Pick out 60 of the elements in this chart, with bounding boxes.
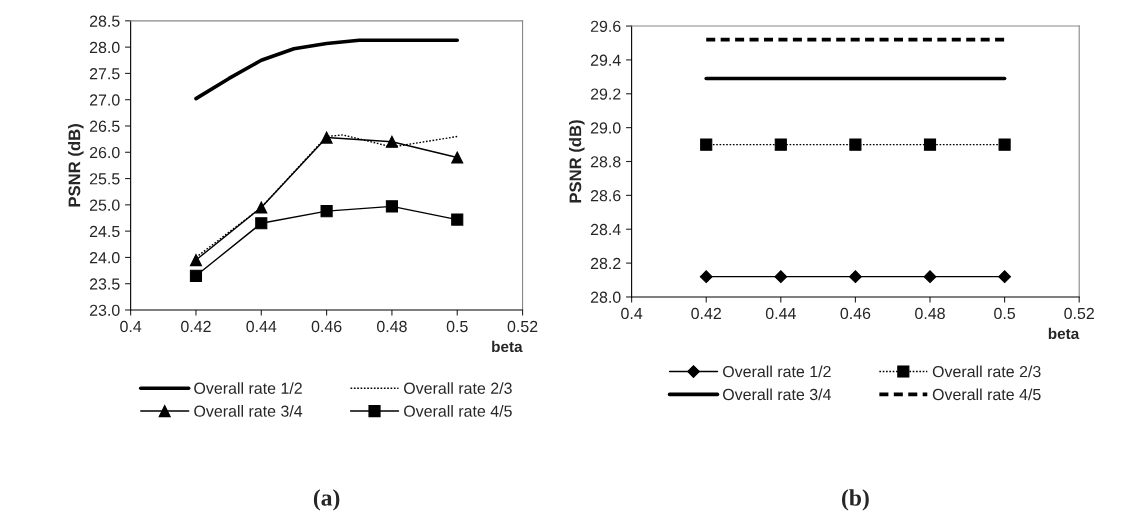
point <box>320 205 333 218</box>
point <box>189 269 203 282</box>
x-tick-label: 0.44 <box>765 307 796 320</box>
x-axis-title: beta <box>1048 327 1080 340</box>
x-tick-label: 0.4 <box>120 320 142 333</box>
point <box>451 151 464 164</box>
y-tick-label: 26.5 <box>89 120 120 132</box>
y-tick-label: 27.0 <box>89 94 120 106</box>
point <box>451 213 464 226</box>
y-tick-label: 28.5 <box>89 15 120 27</box>
x-tick-label: 0.4 <box>621 307 643 320</box>
y-tick-label: 26.0 <box>89 146 120 159</box>
legend-label: Overall rate 3/4 <box>194 405 303 417</box>
point <box>255 217 268 230</box>
y-tick-label: 29.4 <box>590 54 621 66</box>
y-tick-label: 24.5 <box>89 225 120 238</box>
x-tick-label: 0.42 <box>691 307 721 320</box>
point <box>385 135 398 148</box>
y-tick-label: 28.2 <box>590 257 621 270</box>
legend-label: Overall rate 1/2 <box>723 365 831 378</box>
x-tick-label: 0.42 <box>181 320 211 333</box>
point <box>320 131 333 144</box>
text: (a) <box>313 489 340 511</box>
y-tick-label: 28.8 <box>590 156 621 168</box>
y-tick-label: 28.4 <box>590 223 621 236</box>
y-tick-label: 23.0 <box>89 304 120 316</box>
y-tick-label: 29.6 <box>590 20 621 32</box>
y-tick-label: 25.5 <box>89 173 120 185</box>
text: (b) <box>842 489 869 511</box>
x-tick-label: 0.5 <box>994 307 1016 320</box>
x-tick-label: 0.48 <box>377 320 407 333</box>
x-tick-label: 0.52 <box>507 320 538 333</box>
y-axis-title: PSNR (dB) <box>569 120 585 203</box>
x-tick-label: 0.44 <box>246 320 277 333</box>
x-tick-label: 0.52 <box>1064 307 1094 320</box>
y-tick-label: 28.0 <box>89 41 120 54</box>
legend-label: Overall rate 4/5 <box>404 405 512 417</box>
y-tick-label: 28.6 <box>590 190 621 202</box>
point <box>385 200 398 213</box>
legend-label: Overall rate 3/4 <box>723 388 831 401</box>
y-tick-label: 28.0 <box>590 291 621 303</box>
y-tick-label: 29.0 <box>590 122 621 134</box>
x-tick-label: 0.5 <box>446 320 468 333</box>
x-tick-label: 0.46 <box>311 320 342 333</box>
point <box>189 253 203 267</box>
y-tick-label: 25.0 <box>89 199 120 211</box>
x-tick-label: 0.48 <box>915 307 945 320</box>
y-tick-label: 29.2 <box>590 88 621 100</box>
legend-label: Overall rate 2/3 <box>404 382 512 394</box>
line-series <box>194 38 460 101</box>
y-tick-label: 24.0 <box>89 252 120 264</box>
y-axis-title: PSNR (dB) <box>68 124 84 207</box>
y-tick-label: 23.5 <box>89 278 120 290</box>
legend-label: Overall rate 4/5 <box>932 388 1041 401</box>
legend-label: Overall rate 2/3 <box>932 365 1041 378</box>
point <box>255 201 268 214</box>
x-tick-label: 0.46 <box>840 307 871 320</box>
y-tick-label: 27.5 <box>89 68 120 80</box>
legend-label: Overall rate 1/2 <box>194 382 302 394</box>
x-axis-title: beta <box>492 340 523 353</box>
